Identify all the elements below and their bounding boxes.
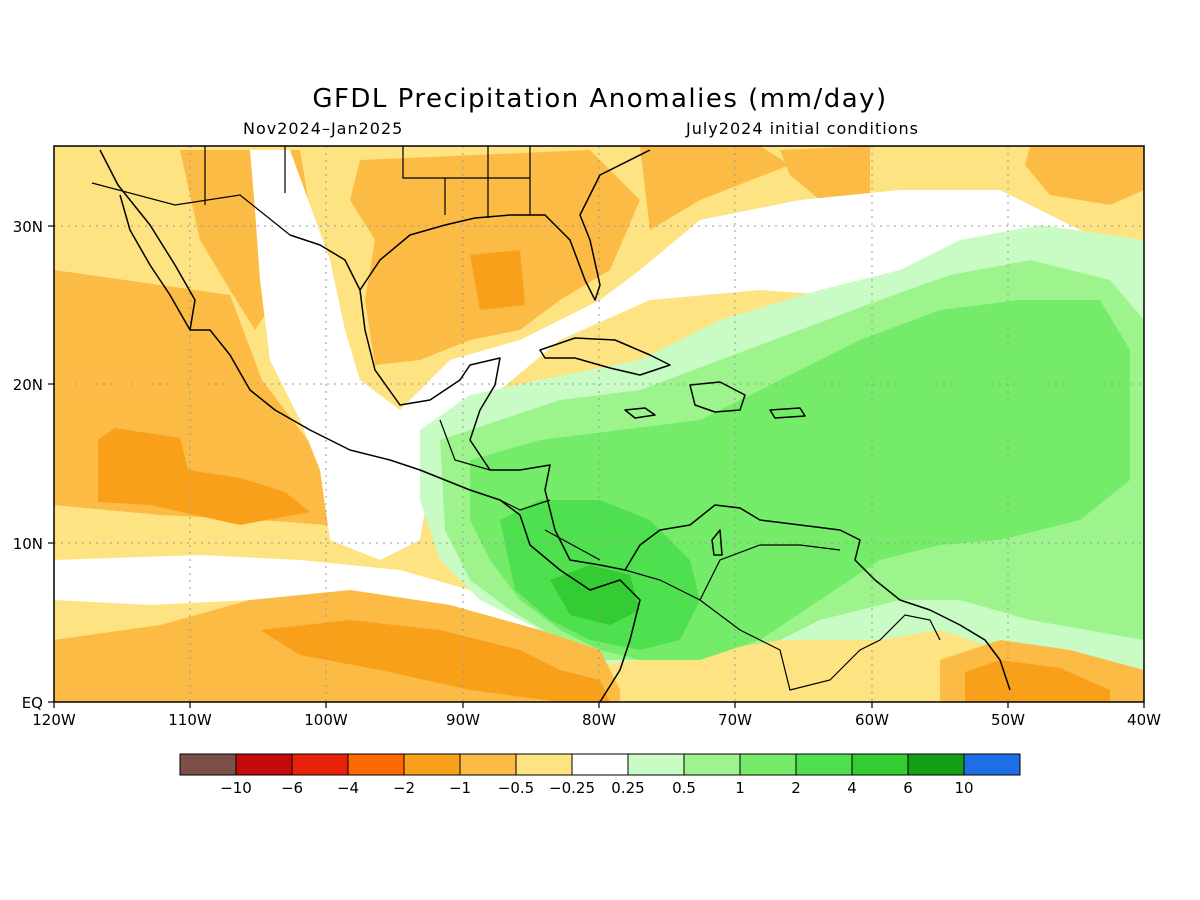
field-atlantic-dry-3 <box>1025 146 1144 205</box>
colorbar-swatch <box>627 753 685 776</box>
anomaly-field <box>54 146 1144 702</box>
colorbar-swatch <box>291 753 349 776</box>
field-wet-6mm <box>550 565 640 625</box>
border-us-mexico <box>91 182 291 236</box>
coastline-baja <box>119 194 191 331</box>
colorbar-label: −6 <box>281 779 303 797</box>
field-pacific-dry-core <box>98 428 310 525</box>
map-title: GFDL Precipitation Anomalies (mm/day) <box>312 84 888 114</box>
coastline-jamaica <box>624 407 656 419</box>
field-atlantic-dry-2 <box>780 146 870 200</box>
coastline-gulf-north <box>359 149 651 301</box>
initial-conditions-label: July2024 initial conditions <box>686 119 919 138</box>
colorbar-label: 1 <box>735 779 745 797</box>
lat-axis-labels: EQ 10N 20N 30N <box>13 218 43 712</box>
colorbar-label: −4 <box>337 779 359 797</box>
coastline-hispaniola <box>689 381 746 413</box>
lat-label: 10N <box>13 535 43 553</box>
lat-label: EQ <box>22 694 43 712</box>
field-neutral-corridor <box>250 150 1144 560</box>
colorbar-swatch <box>459 753 517 776</box>
colorbar-label: 10 <box>954 779 973 797</box>
colorbar-label: −0.5 <box>498 779 534 797</box>
coastline-central-america-pacific <box>519 514 641 703</box>
colorbar: −10 −6 −4 −2 −1 −0.5 −0.25 0.25 0.5 1 2 4 6 10 <box>179 753 1021 797</box>
lon-label: 120W <box>32 711 76 729</box>
grid-lines <box>54 146 1144 702</box>
colorbar-label: 0.25 <box>611 779 644 797</box>
colorbar-label: 4 <box>847 779 857 797</box>
colorbar-swatch <box>739 753 797 776</box>
lat-label: 20N <box>13 376 43 394</box>
forecast-period: Nov2024–Jan2025 <box>243 119 404 138</box>
lon-label: 90W <box>446 711 480 729</box>
lon-label: 70W <box>718 711 752 729</box>
colorbar-label: −1 <box>449 779 471 797</box>
border-south-america <box>624 544 941 691</box>
lon-label: 110W <box>168 711 212 729</box>
colorbar-label: −0.25 <box>549 779 595 797</box>
coastline-gulf <box>289 234 501 411</box>
tick-marks <box>48 225 1145 708</box>
colorbar-swatch <box>403 753 461 776</box>
colorbar-swatch <box>515 753 573 776</box>
colorbar-swatch <box>795 753 853 776</box>
coastlines <box>99 149 1011 703</box>
coastline-mexico-pacific <box>99 149 521 516</box>
colorbar-label: −10 <box>220 779 252 797</box>
colorbar-label: 6 <box>903 779 913 797</box>
field-atlantic-dry <box>640 146 790 230</box>
colorbar-label: −2 <box>393 779 415 797</box>
lon-label: 40W <box>1127 711 1161 729</box>
border-central-america <box>439 419 601 561</box>
colorbar-swatch <box>235 753 293 776</box>
coastline-cuba <box>539 337 671 376</box>
border-us-states <box>204 146 531 218</box>
coastline-central-america-caribbean <box>469 409 1011 691</box>
colorbar-label: 2 <box>791 779 801 797</box>
colorbar-swatch <box>963 753 1021 776</box>
lon-label: 100W <box>304 711 348 729</box>
lon-label: 60W <box>855 711 889 729</box>
field-gulf-dry-core <box>470 250 525 310</box>
colorbar-swatch <box>347 753 405 776</box>
lon-label: 80W <box>582 711 616 729</box>
colorbar-swatch <box>907 753 965 776</box>
field-brazil-dry-core <box>965 660 1110 702</box>
colorbar-label: 0.5 <box>672 779 696 797</box>
colorbar-swatch <box>571 753 629 776</box>
coastline-puerto-rico <box>769 407 806 419</box>
colorbar-swatch <box>179 753 237 776</box>
lon-label: 50W <box>991 711 1025 729</box>
colorbar-swatch <box>683 753 741 776</box>
field-southpac-dry-core <box>260 620 610 702</box>
political-borders <box>91 146 941 691</box>
lon-axis-labels: 120W 110W 100W 90W 80W 70W 60W 50W 40W <box>32 711 1161 729</box>
coastline-lake-maracaibo <box>711 529 723 556</box>
lat-label: 30N <box>13 218 43 236</box>
colorbar-swatch <box>851 753 909 776</box>
